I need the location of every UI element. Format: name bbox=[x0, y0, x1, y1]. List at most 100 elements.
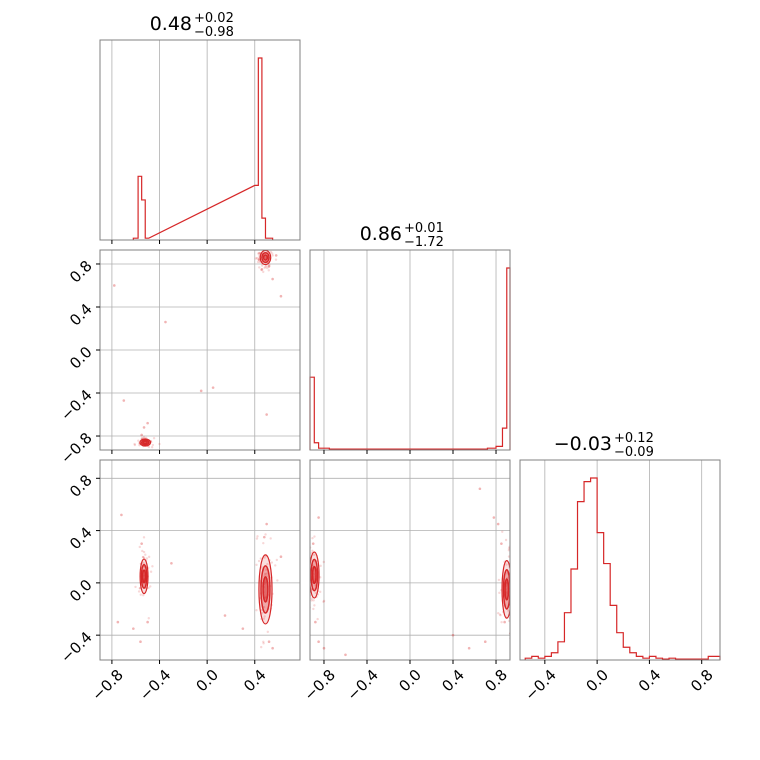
scatter-point bbox=[200, 390, 203, 393]
scatter-point bbox=[306, 560, 308, 562]
scatter-point bbox=[224, 614, 227, 617]
scatter-point bbox=[271, 647, 274, 650]
scatter-point bbox=[269, 241, 271, 243]
scatter-point bbox=[151, 446, 153, 448]
scatter-point bbox=[497, 523, 500, 526]
scatter-point bbox=[276, 559, 278, 561]
density-contour bbox=[143, 441, 147, 444]
x-tick-label: 0.0 bbox=[395, 666, 425, 696]
scatter-point bbox=[280, 295, 283, 298]
scatter-point bbox=[275, 258, 277, 260]
histogram-bin bbox=[623, 647, 630, 660]
scatter-point bbox=[514, 595, 516, 597]
scatter-point bbox=[468, 647, 471, 650]
scatter-point bbox=[170, 562, 173, 565]
scatter-point bbox=[259, 246, 261, 248]
scatter-point bbox=[452, 634, 455, 637]
density-cluster bbox=[497, 531, 516, 640]
scatter-point bbox=[138, 590, 140, 592]
scatter-point bbox=[151, 565, 153, 567]
density-contour bbox=[313, 567, 316, 584]
histogram-bin bbox=[584, 482, 591, 660]
scatter-point bbox=[503, 621, 506, 624]
scatter-point bbox=[500, 621, 502, 623]
y-tick-label: −0.8 bbox=[57, 429, 95, 467]
scatter-point bbox=[264, 533, 266, 535]
pair-panel-0-1 bbox=[113, 241, 282, 454]
scatter-point bbox=[500, 542, 503, 545]
scatter-point bbox=[275, 254, 278, 257]
scatter-point bbox=[344, 653, 347, 656]
scatter-point bbox=[319, 591, 321, 593]
scatter-point bbox=[512, 588, 514, 590]
scatter-point bbox=[256, 257, 258, 259]
scatter-point bbox=[143, 551, 145, 553]
y-tick-label: 0.0 bbox=[66, 343, 96, 373]
scatter-point bbox=[257, 661, 259, 663]
histogram-bin bbox=[564, 613, 571, 660]
scatter-point bbox=[256, 535, 258, 537]
density-contour bbox=[505, 579, 508, 600]
scatter-point bbox=[140, 594, 142, 596]
x-tick-label: 0.0 bbox=[583, 666, 613, 696]
scatter-point bbox=[484, 640, 487, 643]
histogram-title-minus: −1.72 bbox=[404, 235, 444, 250]
density-contour bbox=[143, 570, 146, 583]
scatter-point bbox=[153, 437, 155, 439]
x-tick-label: 0.4 bbox=[438, 666, 468, 696]
scatter-point bbox=[255, 609, 257, 611]
scatter-point bbox=[256, 537, 258, 539]
scatter-point bbox=[158, 443, 160, 445]
scatter-point bbox=[319, 565, 321, 567]
histogram-bin bbox=[630, 653, 637, 660]
x-tick-label: −0.4 bbox=[136, 666, 174, 704]
scatter-point bbox=[307, 568, 309, 570]
scatter-point bbox=[511, 593, 513, 595]
scatter-point bbox=[258, 266, 260, 268]
scatter-point bbox=[505, 539, 507, 541]
scatter-point bbox=[499, 613, 501, 615]
histogram-title-value: 0.48 bbox=[150, 13, 192, 35]
scatter-point bbox=[317, 640, 320, 643]
scatter-point bbox=[271, 278, 274, 281]
scatter-point bbox=[271, 561, 273, 563]
scatter-point bbox=[501, 531, 503, 533]
scatter-point bbox=[317, 516, 320, 519]
histogram-bin bbox=[597, 533, 604, 660]
scatter-point bbox=[313, 535, 315, 537]
y-tick-label: 0.4 bbox=[66, 524, 96, 554]
histogram-step-line bbox=[525, 478, 720, 660]
scatter-point bbox=[268, 640, 271, 643]
scatter-point bbox=[266, 267, 268, 269]
scatter-point bbox=[257, 252, 259, 254]
scatter-point bbox=[269, 537, 271, 539]
scatter-point bbox=[242, 627, 245, 630]
scatter-point bbox=[314, 621, 317, 624]
histogram-bin bbox=[591, 478, 598, 660]
scatter-point bbox=[266, 246, 268, 248]
scatter-point bbox=[268, 269, 270, 271]
y-tick-label: −0.4 bbox=[57, 628, 95, 666]
scatter-point bbox=[120, 514, 123, 517]
histogram-bin bbox=[571, 569, 578, 660]
histogram-bin bbox=[604, 564, 611, 660]
scatter-point bbox=[261, 264, 263, 266]
scatter-point bbox=[493, 516, 496, 519]
scatter-point bbox=[139, 546, 141, 548]
scatter-point bbox=[271, 254, 273, 256]
histogram-title-plus: +0.12 bbox=[614, 431, 654, 446]
histogram-bin bbox=[617, 633, 624, 660]
histogram-bin bbox=[314, 443, 318, 450]
histogram-0 bbox=[133, 58, 272, 240]
scatter-point bbox=[312, 542, 315, 545]
x-tick-label: −0.8 bbox=[88, 666, 126, 704]
density-cluster bbox=[255, 241, 278, 274]
scatter-point bbox=[311, 537, 313, 539]
scatter-point bbox=[312, 608, 314, 610]
density-cluster bbox=[255, 533, 278, 663]
scatter-point bbox=[498, 592, 500, 594]
scatter-point bbox=[260, 646, 262, 648]
scatter-point bbox=[323, 600, 325, 602]
scatter-point bbox=[305, 578, 307, 580]
histogram-bin bbox=[255, 185, 259, 240]
